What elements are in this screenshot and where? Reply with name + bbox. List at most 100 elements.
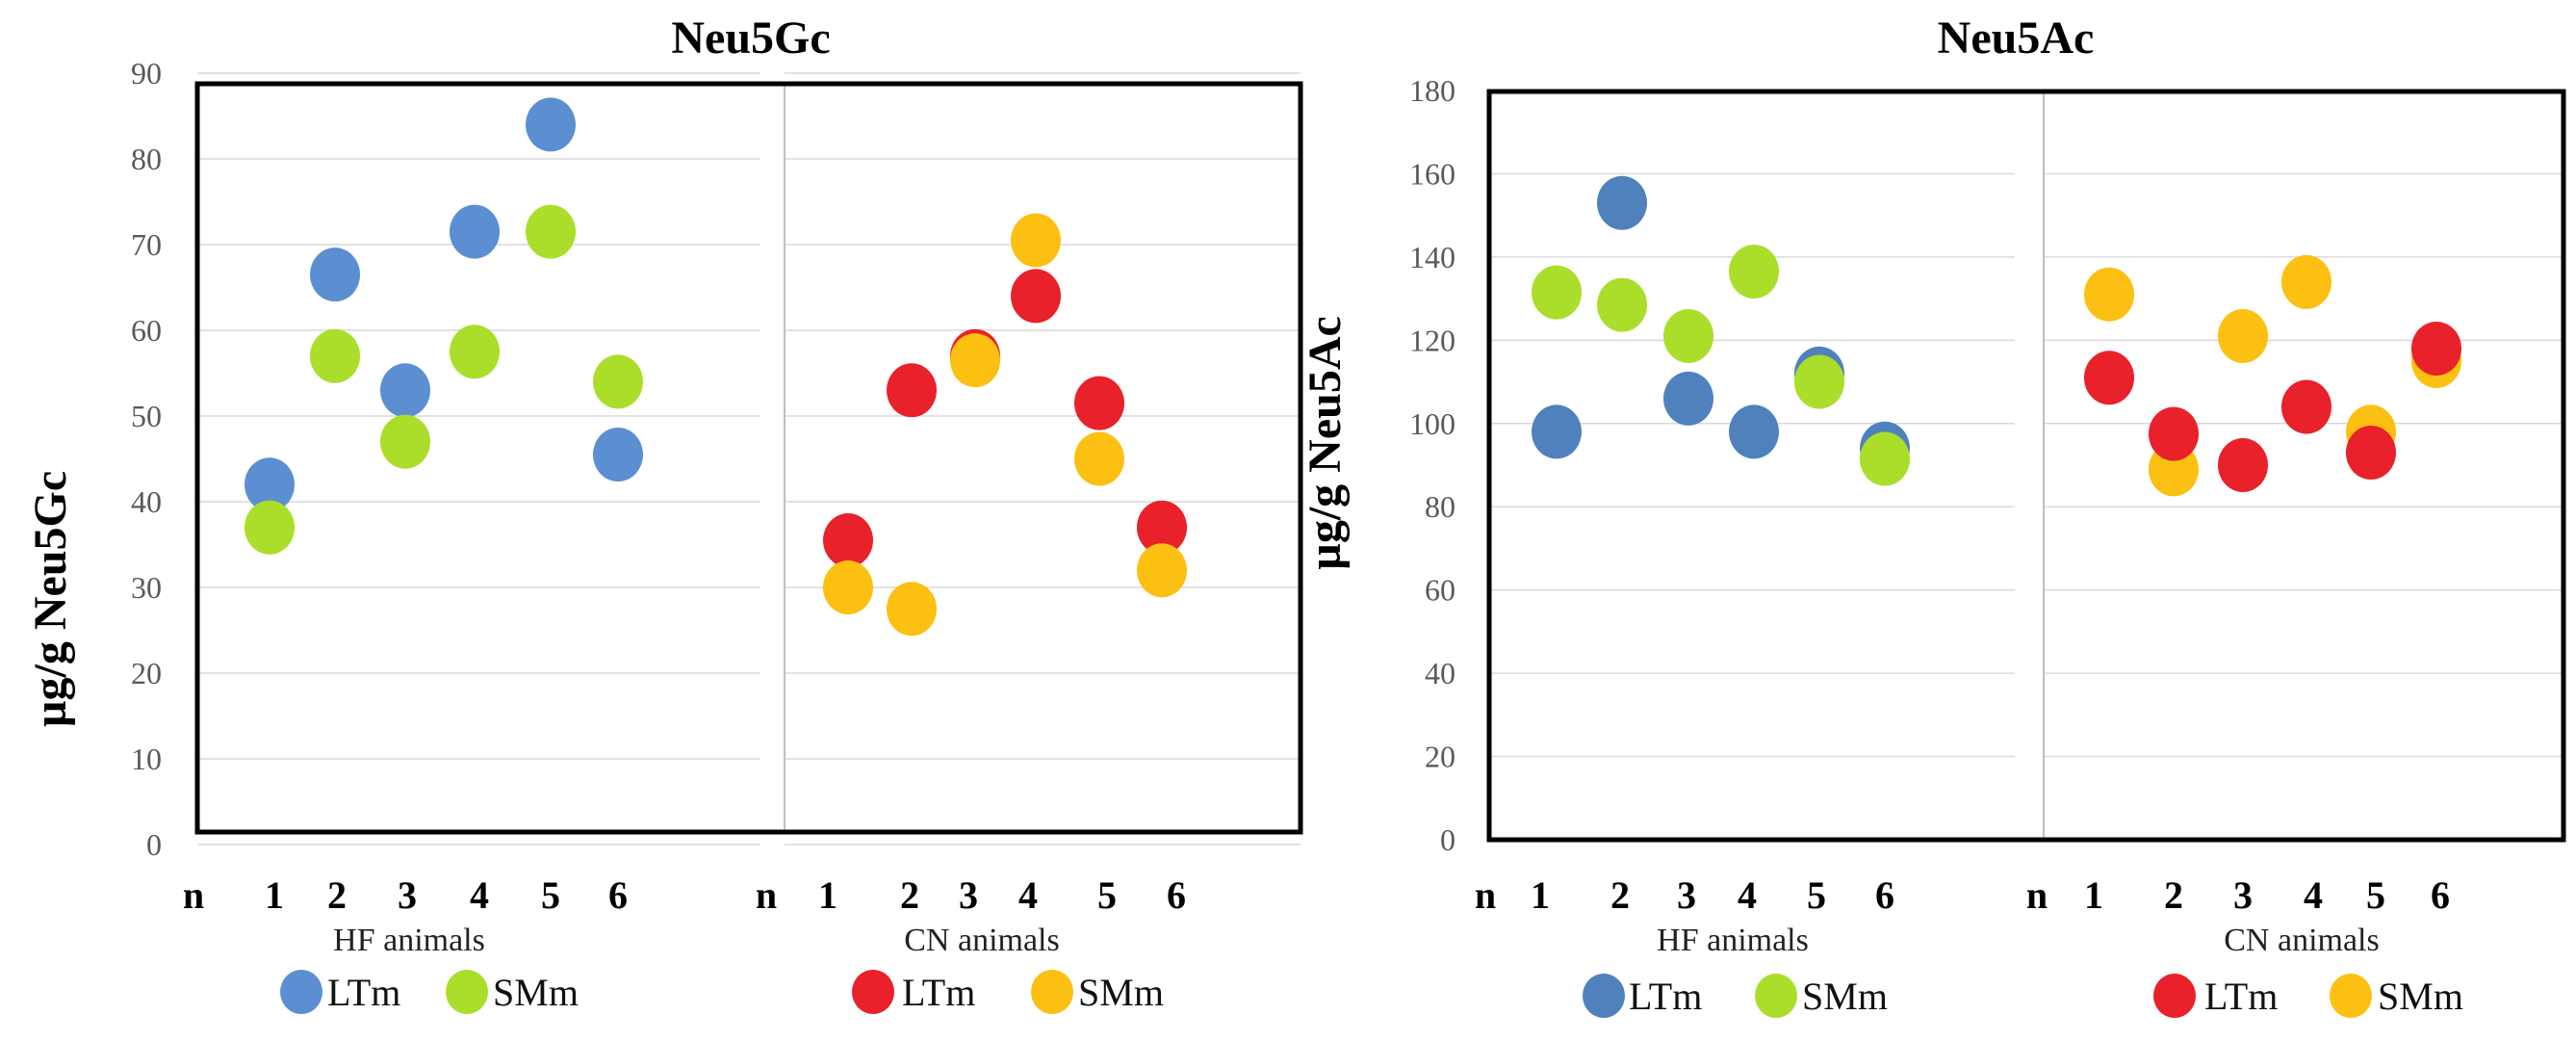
data-point-SMm xyxy=(1597,277,1647,332)
data-point-LTm xyxy=(1597,175,1647,230)
legend-label: LTm xyxy=(2204,975,2278,1018)
data-point-LTm xyxy=(1663,371,1713,426)
legend-label: SMm xyxy=(1078,971,1164,1014)
x-tick-label: 2 xyxy=(327,873,347,917)
legend-label: SMm xyxy=(493,971,579,1014)
y-axis-label: µg/g Neu5Ac xyxy=(1300,316,1351,570)
data-point-SMm xyxy=(593,354,643,409)
data-point-LTm xyxy=(2084,351,2134,405)
data-point-LTm xyxy=(1137,500,1187,555)
data-point-LTm xyxy=(450,204,500,259)
y-axis-label: µg/g Neu5Gc xyxy=(25,471,76,727)
x-tick-label: n xyxy=(2026,873,2048,917)
data-point-SMm xyxy=(526,204,576,259)
x-tick-label: n xyxy=(1475,873,1496,917)
data-point-LTm xyxy=(2149,406,2199,461)
data-point-SMm xyxy=(1729,245,1779,299)
group-HF animals: n 1 2 3 4 5 6HF animalsLTm SMm xyxy=(1475,175,1910,1018)
y-tick-label: 0 xyxy=(146,827,162,862)
data-point-SMm xyxy=(950,333,1000,388)
data-point-SMm xyxy=(1663,309,1713,364)
data-point-SMm xyxy=(887,582,937,637)
x-tick-label: 5 xyxy=(2366,873,2385,917)
group-axis-label: CN animals xyxy=(904,923,1059,958)
x-tick-label: 4 xyxy=(1018,873,1038,917)
data-point-SMm xyxy=(1860,431,1910,486)
legend-label: LTm xyxy=(1629,975,1702,1018)
group-axis-label: HF animals xyxy=(1657,923,1809,958)
data-point-LTm xyxy=(593,428,643,482)
data-point-SMm xyxy=(1011,213,1061,268)
y-tick-label: 40 xyxy=(131,484,162,519)
x-tick-label: 1 xyxy=(818,873,837,917)
y-tick-label: 90 xyxy=(131,56,162,91)
legend-label: LTm xyxy=(327,971,400,1014)
y-tick-label: 10 xyxy=(131,742,162,776)
x-tick-label: 2 xyxy=(1610,873,1630,917)
y-tick-label: 100 xyxy=(1409,406,1455,441)
legend-marker xyxy=(1583,974,1625,1018)
legend-marker xyxy=(852,970,894,1014)
legend-marker xyxy=(2330,974,2372,1018)
data-point-LTm xyxy=(1074,376,1124,430)
data-point-SMm xyxy=(823,560,873,614)
y-tick-label: 40 xyxy=(1425,656,1455,690)
y-tick-label: 0 xyxy=(1440,822,1455,857)
data-point-LTm xyxy=(887,363,937,418)
data-point-LTm xyxy=(2346,426,2396,481)
x-tick-label: 2 xyxy=(2164,873,2183,917)
plot-frame xyxy=(194,81,1303,835)
x-tick-label: 1 xyxy=(2084,873,2103,917)
data-point-SMm xyxy=(450,325,500,379)
y-tick-label: 160 xyxy=(1409,156,1455,191)
y-tick-label: 30 xyxy=(131,570,162,605)
x-tick-label: 6 xyxy=(608,873,628,917)
x-tick-label: 1 xyxy=(265,873,284,917)
data-point-LTm xyxy=(823,513,873,568)
data-point-LTm xyxy=(1729,404,1779,459)
y-tick-label: 80 xyxy=(1425,489,1455,524)
y-tick-label: 70 xyxy=(131,227,162,262)
data-point-SMm xyxy=(245,500,295,555)
x-tick-label: 6 xyxy=(1167,873,1186,917)
legend-marker xyxy=(2153,974,2196,1018)
x-tick-label: 5 xyxy=(541,873,560,917)
data-point-SMm xyxy=(310,328,360,383)
legend-label: LTm xyxy=(902,971,975,1014)
x-tick-label: n xyxy=(756,873,777,917)
x-tick-label: 5 xyxy=(1097,873,1117,917)
group-CN animals: n 1 2 3 4 5 6 CN animals LTm SMm xyxy=(2026,254,2463,1018)
y-tick-label: 120 xyxy=(1409,323,1455,357)
data-point-SMm xyxy=(2281,254,2331,309)
chart-title: Neu5Gc xyxy=(671,13,830,64)
legend-marker xyxy=(1755,974,1797,1018)
legend-label: SMm xyxy=(2378,975,2463,1018)
y-tick-label: 60 xyxy=(131,313,162,348)
data-point-SMm xyxy=(2084,267,2134,322)
y-tick-label: 80 xyxy=(131,142,162,176)
group-axis-label: HF animals xyxy=(333,923,485,958)
data-point-LTm xyxy=(2411,321,2461,376)
data-point-SMm xyxy=(1532,265,1582,320)
x-tick-label: 3 xyxy=(2233,873,2253,917)
y-tick-label: 60 xyxy=(1425,573,1455,608)
y-tick-label: 20 xyxy=(131,656,162,690)
data-point-LTm xyxy=(2218,438,2268,492)
y-tick-label: 20 xyxy=(1425,740,1455,774)
legend-marker xyxy=(446,970,488,1014)
x-tick-label: 4 xyxy=(1738,873,1757,917)
data-point-SMm xyxy=(2218,309,2268,364)
data-point-LTm xyxy=(2281,379,2331,434)
x-tick-label: 4 xyxy=(2304,873,2323,917)
data-point-LTm xyxy=(245,457,295,512)
group-HF animals: n 1 2 3 4 5 6HF animalsLTm SMm xyxy=(183,97,643,1014)
data-point-LTm xyxy=(526,97,576,152)
data-point-LTm xyxy=(1532,404,1582,459)
y-tick-label: 180 xyxy=(1409,73,1455,108)
data-point-SMm xyxy=(1074,431,1124,486)
legend-marker xyxy=(280,970,322,1014)
legend-marker xyxy=(1031,970,1073,1014)
y-tick-label: 50 xyxy=(131,399,162,433)
group-axis-label: CN animals xyxy=(2224,923,2379,958)
